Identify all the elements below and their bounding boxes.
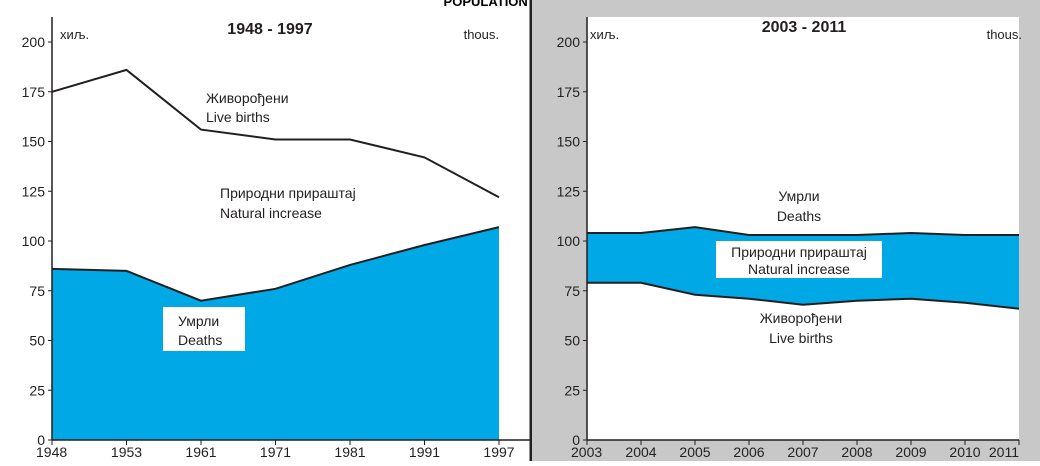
y-tick-label: 25: [564, 382, 580, 398]
x-tick-label: 1991: [409, 444, 440, 460]
x-tick-label: 2004: [625, 444, 656, 460]
unit-label-cyrillic: хиљ.: [60, 27, 89, 42]
deaths-line: [587, 226, 1019, 236]
x-tick-label: 2005: [679, 444, 710, 460]
x-tick-label: 2006: [733, 444, 764, 460]
y-tick-label: 150: [22, 134, 46, 150]
y-tick-label: 75: [29, 283, 45, 299]
x-tick-label: 2009: [895, 444, 926, 460]
x-tick-label: 1953: [111, 444, 142, 460]
panel-2-plot-area: [587, 17, 1019, 440]
label-increase-sr: Природни прираштај: [220, 185, 356, 201]
y-tick-label: 50: [564, 333, 580, 349]
y-tick-label: 150: [557, 134, 581, 150]
y-tick-label: 0: [37, 432, 45, 448]
x-tick-label: 1971: [260, 444, 291, 460]
x-axis-ticks: 2003 2004 2005 2006 2007 2008 2009 2010 2011: [571, 440, 1020, 460]
y-tick-label: 175: [22, 84, 46, 100]
y-tick-label: 200: [557, 34, 581, 50]
label-deaths-en: Deaths: [178, 332, 222, 348]
unit-label-english: thous.: [464, 27, 499, 42]
y-axis-ticks: 0 25 50 75 100 125 150 175 200: [22, 34, 52, 448]
y-tick-label: 25: [29, 382, 45, 398]
panel-2-title: 2003 - 2011: [762, 19, 847, 36]
figure-title: POPULATION CHANGES: [444, 0, 597, 9]
x-tick-label: 2003: [571, 444, 602, 460]
x-tick-label: 1961: [185, 444, 216, 460]
label-deaths-sr: Умрли: [778, 188, 819, 204]
x-tick-label: 2011: [989, 444, 1019, 460]
deaths-label-box: [163, 307, 245, 351]
label-births-en: Live births: [206, 109, 270, 125]
label-deaths-sr: Умрли: [178, 313, 219, 329]
deaths-line: [51, 226, 500, 302]
x-axis-ticks: 1948 1953 1961 1971 1981 1991 1997: [36, 440, 515, 460]
y-tick-label: 100: [557, 233, 581, 249]
unit-label-english: thous.: [987, 27, 1022, 42]
y-tick-label: 200: [22, 34, 46, 50]
y-tick-label: 100: [22, 233, 46, 249]
x-tick-label: 1997: [483, 444, 514, 460]
live-births-line: [587, 281, 1020, 310]
y-tick-label: 175: [557, 84, 581, 100]
label-increase-en: Natural increase: [748, 261, 850, 277]
x-tick-label: 1948: [36, 444, 67, 460]
live-births-line: [51, 68, 500, 199]
y-tick-label: 75: [564, 283, 580, 299]
panel-1-title: 1948 - 1997: [227, 21, 313, 38]
x-tick-label: 1981: [334, 444, 365, 460]
label-births-en: Live births: [769, 330, 833, 346]
y-tick-label: 0: [572, 432, 580, 448]
x-tick-label: 2007: [787, 444, 818, 460]
label-increase-en: Natural increase: [220, 205, 322, 221]
y-tick-label: 125: [22, 183, 46, 199]
unit-label-cyrillic: хиљ.: [590, 27, 619, 42]
x-tick-label: 2010: [949, 444, 980, 460]
y-axis-ticks: 0 25 50 75 100 125 150 175 200: [557, 34, 587, 448]
increase-label-box: [716, 241, 882, 278]
y-tick-label: 50: [29, 333, 45, 349]
deaths-area: [52, 227, 499, 440]
label-increase-sr: Природни прираштај: [731, 244, 867, 260]
label-births-sr: Живорођени: [760, 310, 843, 326]
y-tick-label: 125: [557, 183, 581, 199]
x-tick-label: 2008: [841, 444, 872, 460]
label-deaths-en: Deaths: [777, 208, 821, 224]
label-births-sr: Живорођени: [206, 90, 289, 106]
